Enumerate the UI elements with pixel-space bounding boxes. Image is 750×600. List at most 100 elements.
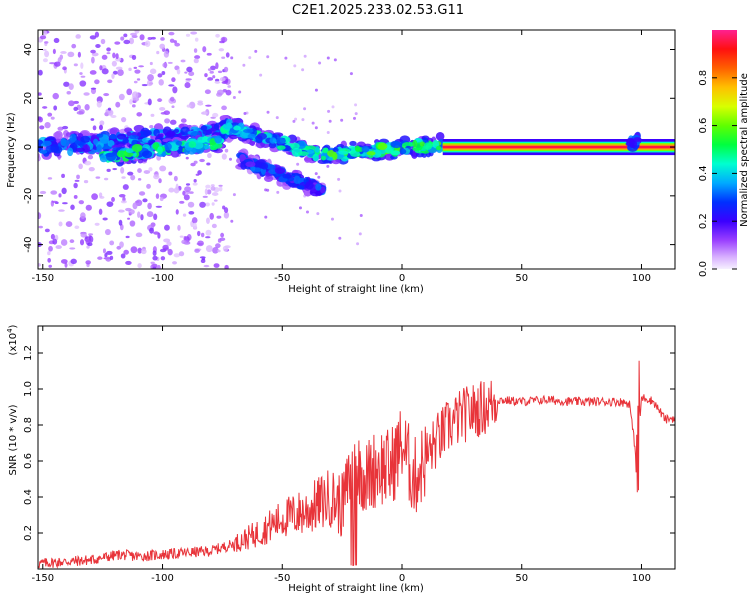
spectrogram-noise-cell: [39, 190, 47, 195]
spectrogram-noise-cell: [128, 67, 132, 72]
spectrogram-noise-cell: [200, 232, 205, 238]
spectrogram-noise-cell: [197, 101, 204, 106]
spectrogram-noise-cell: [209, 212, 214, 220]
spectrogram-noise-cell: [191, 217, 198, 224]
spectrogram-noise-cell: [168, 171, 173, 176]
spectrogram-noise-cell: [184, 71, 188, 74]
spectrogram-noise-cell: [215, 243, 221, 249]
spectrogram-noise-cell: [67, 51, 75, 58]
spectrogram-noise-cell: [259, 73, 263, 77]
spectrogram-cell-undefined: [304, 188, 312, 197]
spectrogram-noise-cell: [204, 73, 208, 78]
spectrogram-noise-cell: [217, 70, 223, 74]
spectrogram-noise-cell: [78, 200, 85, 205]
spectrogram-noise-cell: [359, 214, 363, 218]
spectrogram-cell-upper-branch: [305, 145, 316, 150]
spectrogram-cell-noisy-band: [100, 138, 109, 144]
spectrogram-noise-cell: [85, 260, 91, 265]
x-tick-label: -100: [151, 573, 174, 584]
spectrogram-noise-cell: [83, 92, 90, 96]
spectrogram-noise-cell: [218, 48, 225, 52]
spectrogram-cell-convergence: [400, 149, 407, 155]
spectrogram-noise-cell: [129, 99, 133, 105]
spectrogram-noise-cell: [148, 167, 153, 172]
spectrogram-noise-cell: [38, 212, 42, 220]
spectrogram-noise-cell: [186, 104, 192, 108]
spectrogram-noise-cell: [172, 86, 178, 94]
spectrogram-noise-cell: [107, 79, 113, 84]
snr-y-ticks: 0.2 0.4 0.6 0.8 1.0 1.2: [23, 345, 675, 541]
spectrogram-noise-cell: [222, 245, 229, 252]
spectrogram-noise-cell: [301, 118, 305, 122]
spectrogram-cell-upper-branch: [276, 145, 286, 150]
spectrogram-noise-cell: [338, 189, 342, 193]
spectrogram-cell-lower-branch: [240, 160, 248, 170]
colorbar-tick-label: 0.0: [698, 261, 709, 277]
spectrogram-noise-cell: [157, 73, 163, 78]
spectrogram-noise-cell: [146, 211, 154, 218]
spectrogram-noise-cell: [96, 100, 102, 108]
spectrogram-noise-cell: [134, 69, 141, 74]
spectrogram-cell-convergence: [361, 145, 370, 153]
spectrogram-noise-cell: [161, 71, 166, 76]
spectrogram-noise-cell: [43, 30, 48, 36]
spectrogram-cell-lower-branch: [296, 185, 305, 190]
chart-title: C2E1.2025.233.02.53.G11: [292, 3, 464, 18]
spectrogram-noise-cell: [314, 126, 318, 130]
spectrogram-noise-cell: [130, 246, 138, 254]
spectrogram-noise-cell: [169, 96, 175, 102]
spectrogram-noise-cell: [106, 47, 111, 52]
spectrogram-cell-noisy-band: [116, 133, 127, 140]
spectrogram-noise-cell: [80, 212, 86, 219]
spectrogram-noise-cell: [349, 72, 353, 76]
spectrogram-noise-cell: [284, 56, 288, 60]
spectrogram-noise-cell: [205, 245, 213, 253]
spectrogram-noise-cell: [221, 81, 228, 85]
spectrogram-noise-cell: [190, 162, 196, 167]
spectrogram-noise-cell: [219, 77, 226, 82]
spectrogram-noise-cell: [168, 187, 175, 193]
spectrogram-noise-cell: [182, 190, 186, 196]
spectrogram-noise-cell: [88, 166, 95, 172]
spectrogram-noise-cell: [94, 79, 100, 85]
spectrogram-noise-cell: [158, 178, 162, 184]
spectrogram-cell-noisy-band: [39, 149, 48, 154]
spectrogram-noise-cell: [147, 74, 154, 82]
spectrogram-marks: [38, 30, 675, 269]
spectrogram-noise-cell: [115, 53, 119, 60]
spectrogram-noise-cell: [193, 179, 197, 183]
spectrogram-noise-cell: [153, 213, 158, 221]
spectrogram-noise-cell: [106, 250, 113, 255]
spectrogram-noise-cell: [275, 116, 279, 120]
spectrogram-noise-cell: [92, 125, 97, 131]
spectrogram-noise-cell: [137, 263, 142, 269]
spectrogram-noise-cell: [326, 56, 330, 60]
spectrogram-noise-cell: [194, 55, 201, 60]
spectrogram-noise-cell: [150, 36, 156, 40]
spectrogram-noise-cell: [144, 40, 151, 47]
spectrogram-noise-cell: [121, 176, 126, 179]
spectrogram-noise-cell: [60, 51, 67, 54]
spectrogram-cell-noisy-band: [129, 134, 140, 140]
spectrogram-cell-upper-branch: [298, 151, 309, 156]
spectrogram-noise-cell: [177, 224, 181, 231]
spectrogram-noise-cell: [90, 49, 96, 54]
spectrogram-noise-cell: [115, 66, 123, 70]
spectrogram-noise-cell: [199, 158, 205, 163]
spectrogram-noise-cell: [356, 242, 360, 246]
spectrogram-noise-cell: [221, 56, 226, 59]
spectrogram-noise-cell: [314, 88, 318, 92]
spectrogram-noise-cell: [80, 62, 84, 69]
spectrogram-noise-cell: [73, 194, 78, 199]
spectrogram-noise-cell: [86, 245, 90, 249]
spectrogram-noise-cell: [62, 66, 67, 71]
spectrogram-noise-cell: [171, 77, 176, 83]
spectrogram-noise-cell: [55, 245, 62, 250]
spectrogram-noise-cell: [65, 221, 73, 227]
spectrogram-cell-convergence: [322, 147, 329, 154]
spectrogram-noise-cell: [207, 68, 212, 72]
spectrogram-noise-cell: [221, 105, 227, 111]
spectrogram-cell-upper-branch: [256, 133, 267, 140]
spectrogram-noise-cell: [101, 68, 109, 75]
